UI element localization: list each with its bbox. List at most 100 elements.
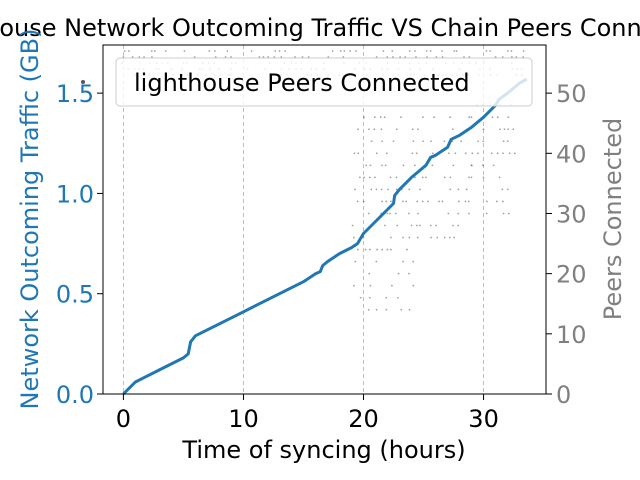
peers-point: [512, 128, 515, 131]
peers-point: [396, 224, 399, 227]
peers-point: [267, 56, 270, 58]
peers-point: [359, 296, 362, 299]
peers-point: [508, 152, 511, 155]
peers-point: [357, 128, 359, 131]
peers-point: [477, 152, 479, 155]
peers-point: [386, 248, 389, 251]
peers-point: [284, 50, 287, 52]
peers-point: [499, 128, 501, 131]
peers-point: [451, 128, 454, 131]
y-right-tick-label: 30: [556, 200, 587, 228]
peers-point: [449, 188, 452, 191]
peers-point: [250, 50, 253, 52]
peers-point: [390, 200, 392, 203]
peers-point: [131, 56, 134, 58]
peers-point: [507, 50, 509, 52]
peers-point: [364, 248, 367, 251]
peers-point: [384, 164, 387, 167]
peers-point: [419, 188, 421, 191]
peers-point: [495, 200, 498, 203]
peers-point: [385, 152, 388, 155]
y-right-tick-label: 40: [556, 140, 587, 168]
peers-point: [385, 308, 388, 311]
peers-point: [482, 140, 485, 143]
peers-point: [481, 164, 484, 167]
peers-point: [368, 248, 371, 251]
peers-point: [355, 50, 357, 52]
peers-point: [368, 272, 371, 275]
peers-point: [375, 188, 378, 191]
peers-point: [122, 56, 125, 58]
peers-point: [387, 188, 389, 191]
peers-point: [424, 176, 427, 179]
legend-entry-peers: lighthouse Peers Connected: [134, 69, 470, 97]
peers-point: [273, 56, 276, 58]
peers-point: [471, 152, 474, 155]
peers-point: [443, 236, 446, 239]
peers-point: [470, 164, 473, 167]
peers-point: [422, 140, 425, 143]
peers-point: [425, 50, 428, 52]
peers-point: [496, 152, 499, 155]
peers-point: [464, 152, 467, 155]
y-axis-left: 0.0 0.5 1.0 1.5: [56, 80, 103, 409]
peers-point: [402, 260, 404, 263]
peers-point: [502, 152, 504, 155]
line-layer: [122, 77, 528, 396]
peers-point: [417, 128, 419, 131]
peers-point: [405, 200, 408, 203]
plot-frame: [102, 44, 547, 395]
peers-point: [389, 248, 392, 251]
peers-point: [502, 212, 505, 215]
peers-point: [454, 152, 457, 155]
peers-point: [208, 50, 211, 52]
peers-point: [489, 50, 492, 52]
peers-point: [395, 188, 398, 191]
peers-point: [436, 236, 439, 239]
peers-point: [367, 308, 370, 311]
peers-point: [193, 56, 196, 58]
peers-point: [374, 176, 376, 179]
y-right-tick-label: 50: [556, 80, 587, 108]
peers-point: [150, 50, 153, 52]
peers-point: [441, 200, 444, 203]
peers-point: [354, 188, 356, 191]
peers-point: [421, 116, 424, 119]
peers-point: [496, 116, 499, 119]
peers-point: [482, 176, 485, 179]
peers-point: [365, 164, 368, 167]
peers-point: [513, 152, 516, 155]
peers-point: [138, 56, 141, 58]
peers-point: [385, 200, 388, 203]
peers-point: [441, 56, 444, 58]
peers-point: [485, 212, 488, 215]
peers-point: [482, 128, 485, 131]
peers-point: [386, 212, 389, 215]
peers-point: [443, 176, 446, 179]
peers-point: [351, 224, 354, 227]
x-axis-label: Time of syncing (hours): [181, 436, 465, 464]
peers-point: [468, 56, 471, 58]
peers-point: [408, 50, 411, 52]
peers-point: [432, 152, 434, 155]
peers-point: [453, 236, 455, 239]
peers-point: [506, 188, 509, 191]
peers-point: [457, 188, 460, 191]
peers-point: [407, 212, 410, 215]
peers-point: [339, 50, 342, 52]
peers-point: [354, 260, 357, 263]
peers-point: [406, 248, 408, 251]
peers-point: [426, 56, 428, 58]
peers-point: [294, 56, 296, 58]
peers-point: [356, 200, 359, 203]
peers-point: [506, 140, 509, 143]
peers-point: [353, 284, 355, 287]
peers-point: [429, 50, 432, 52]
peers-point: [416, 200, 419, 203]
peers-point: [416, 236, 419, 239]
peers-point: [430, 140, 432, 143]
x-tick-label: 10: [228, 405, 259, 433]
peers-point: [375, 308, 378, 311]
legend: lighthouse Peers Connected: [81, 57, 533, 107]
